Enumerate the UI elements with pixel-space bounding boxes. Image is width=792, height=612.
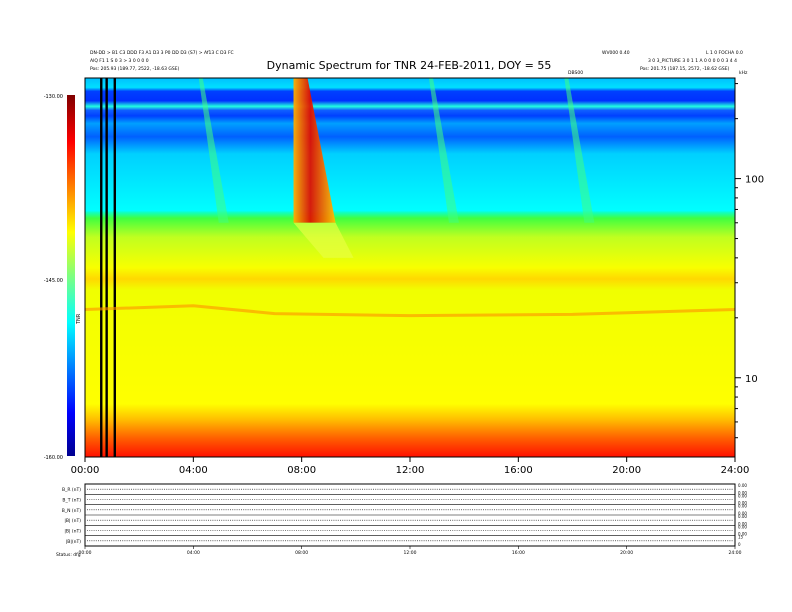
panel-label: |B|(nT) bbox=[66, 539, 81, 545]
x-tick-label: 08:00 bbox=[287, 465, 316, 476]
panel-label: B_R (nT) bbox=[62, 487, 81, 493]
panel-right-tick: 0.00 bbox=[738, 490, 747, 495]
axis-unit-label: kHz bbox=[739, 70, 748, 76]
magnetometer-panels: B_R (nT) 0.00 0.00 B_T (nT) 0.00 0.00 B_N (nT)… bbox=[62, 483, 748, 547]
header-meta-3: Pos: 205.93 (189.77, 2522, -18.63 GSE) bbox=[90, 66, 180, 72]
colorbar-mid-label: -145.00 bbox=[44, 278, 63, 284]
burst-features bbox=[84, 78, 736, 457]
panel-right-tick: 0.00 bbox=[738, 514, 747, 519]
panel-right-tick: 0.00 bbox=[738, 493, 747, 498]
bottom-x-tick-label: 00:00 bbox=[79, 550, 92, 556]
y-axis-main: 100 10 bbox=[735, 83, 764, 439]
y-tick-label: 100 bbox=[745, 175, 764, 186]
x-axis-bottom: 00:00 04:00 08:00 12:00 16:00 20:00 24:00 bbox=[79, 546, 742, 556]
footer-status: Status: dfg bbox=[56, 552, 81, 558]
plasma-line bbox=[84, 304, 736, 318]
colorbar-axis-label: TNR bbox=[76, 313, 82, 325]
x-tick-label: 00:00 bbox=[71, 465, 100, 476]
x-axis-main: 00:00 04:00 08:00 12:00 16:00 20:00 24:00 bbox=[71, 457, 750, 476]
bottom-x-tick-label: 08:00 bbox=[295, 550, 308, 556]
radio-burst bbox=[428, 78, 459, 223]
data-gap-bar bbox=[113, 78, 116, 457]
colorbar-max-label: -130.00 bbox=[44, 94, 63, 100]
header-meta-1: DN-DD > B1 C3 DDD F3 A1 D3 3 P0 DD D3 (S… bbox=[90, 50, 234, 56]
chart-title: Dynamic Spectrum for TNR 24-FEB-2011, DO… bbox=[267, 59, 552, 72]
data-gap-bar bbox=[100, 78, 103, 457]
spectrogram-plot bbox=[84, 77, 736, 458]
radio-burst-tail bbox=[293, 222, 354, 258]
radio-burst bbox=[564, 78, 595, 223]
header-meta-6: 3 0 3_PICTURE 3 0 1 1 A 0 0 0 0 0 3 4 4 bbox=[648, 58, 737, 64]
panel-right-tick: 0.00 bbox=[738, 511, 747, 516]
colorbar-min-label: -160.00 bbox=[44, 455, 63, 461]
header-meta-8: DBS00 bbox=[568, 70, 583, 76]
panel-right-tick: 0.00 bbox=[738, 483, 747, 488]
x-tick-label: 12:00 bbox=[396, 465, 425, 476]
data-gap-bar bbox=[105, 78, 108, 457]
x-tick-label: 04:00 bbox=[179, 465, 208, 476]
panel-right-tick: 0 bbox=[738, 542, 741, 547]
panel-label: B_T (nT) bbox=[62, 498, 81, 504]
panel-label: |B| (nT) bbox=[64, 518, 81, 524]
panel-right-tick: 0.00 bbox=[738, 501, 747, 506]
panel-right-tick: 0.00 bbox=[738, 524, 747, 529]
radio-burst-strong bbox=[293, 78, 336, 223]
panel-label: |B| (nT) bbox=[64, 529, 81, 535]
colorbar bbox=[67, 95, 75, 456]
panel-right-tick: 0.00 bbox=[738, 504, 747, 509]
header-meta-2: AlQ F1 1 S 0 3 > 3 0 0 0 0 bbox=[90, 58, 149, 64]
header-meta-4: WV000 0.40 bbox=[602, 50, 630, 56]
bottom-x-tick-label: 24:00 bbox=[729, 550, 742, 556]
bottom-x-tick-label: 12:00 bbox=[404, 550, 417, 556]
header-meta-5: L 1 0 FOCHA 0.0 bbox=[706, 50, 743, 56]
spectrogram-background bbox=[85, 78, 735, 457]
radio-burst bbox=[198, 78, 229, 223]
panel-right-tick: 0.00 bbox=[738, 532, 747, 537]
panel-label: B_N (nT) bbox=[62, 508, 81, 514]
y-tick-label: 10 bbox=[745, 374, 758, 385]
x-tick-label: 24:00 bbox=[721, 465, 750, 476]
bottom-x-tick-label: 20:00 bbox=[620, 550, 633, 556]
x-tick-label: 16:00 bbox=[504, 465, 533, 476]
header-meta-7: Pos: 201.75 (187.15, 2572, -18.62 GSE) bbox=[640, 66, 730, 72]
bottom-x-tick-label: 16:00 bbox=[512, 550, 525, 556]
panel-right-tick: 0.00 bbox=[738, 521, 747, 526]
panel-right-tick: 15 bbox=[738, 535, 744, 540]
bottom-x-tick-label: 04:00 bbox=[187, 550, 200, 556]
x-tick-label: 20:00 bbox=[612, 465, 641, 476]
